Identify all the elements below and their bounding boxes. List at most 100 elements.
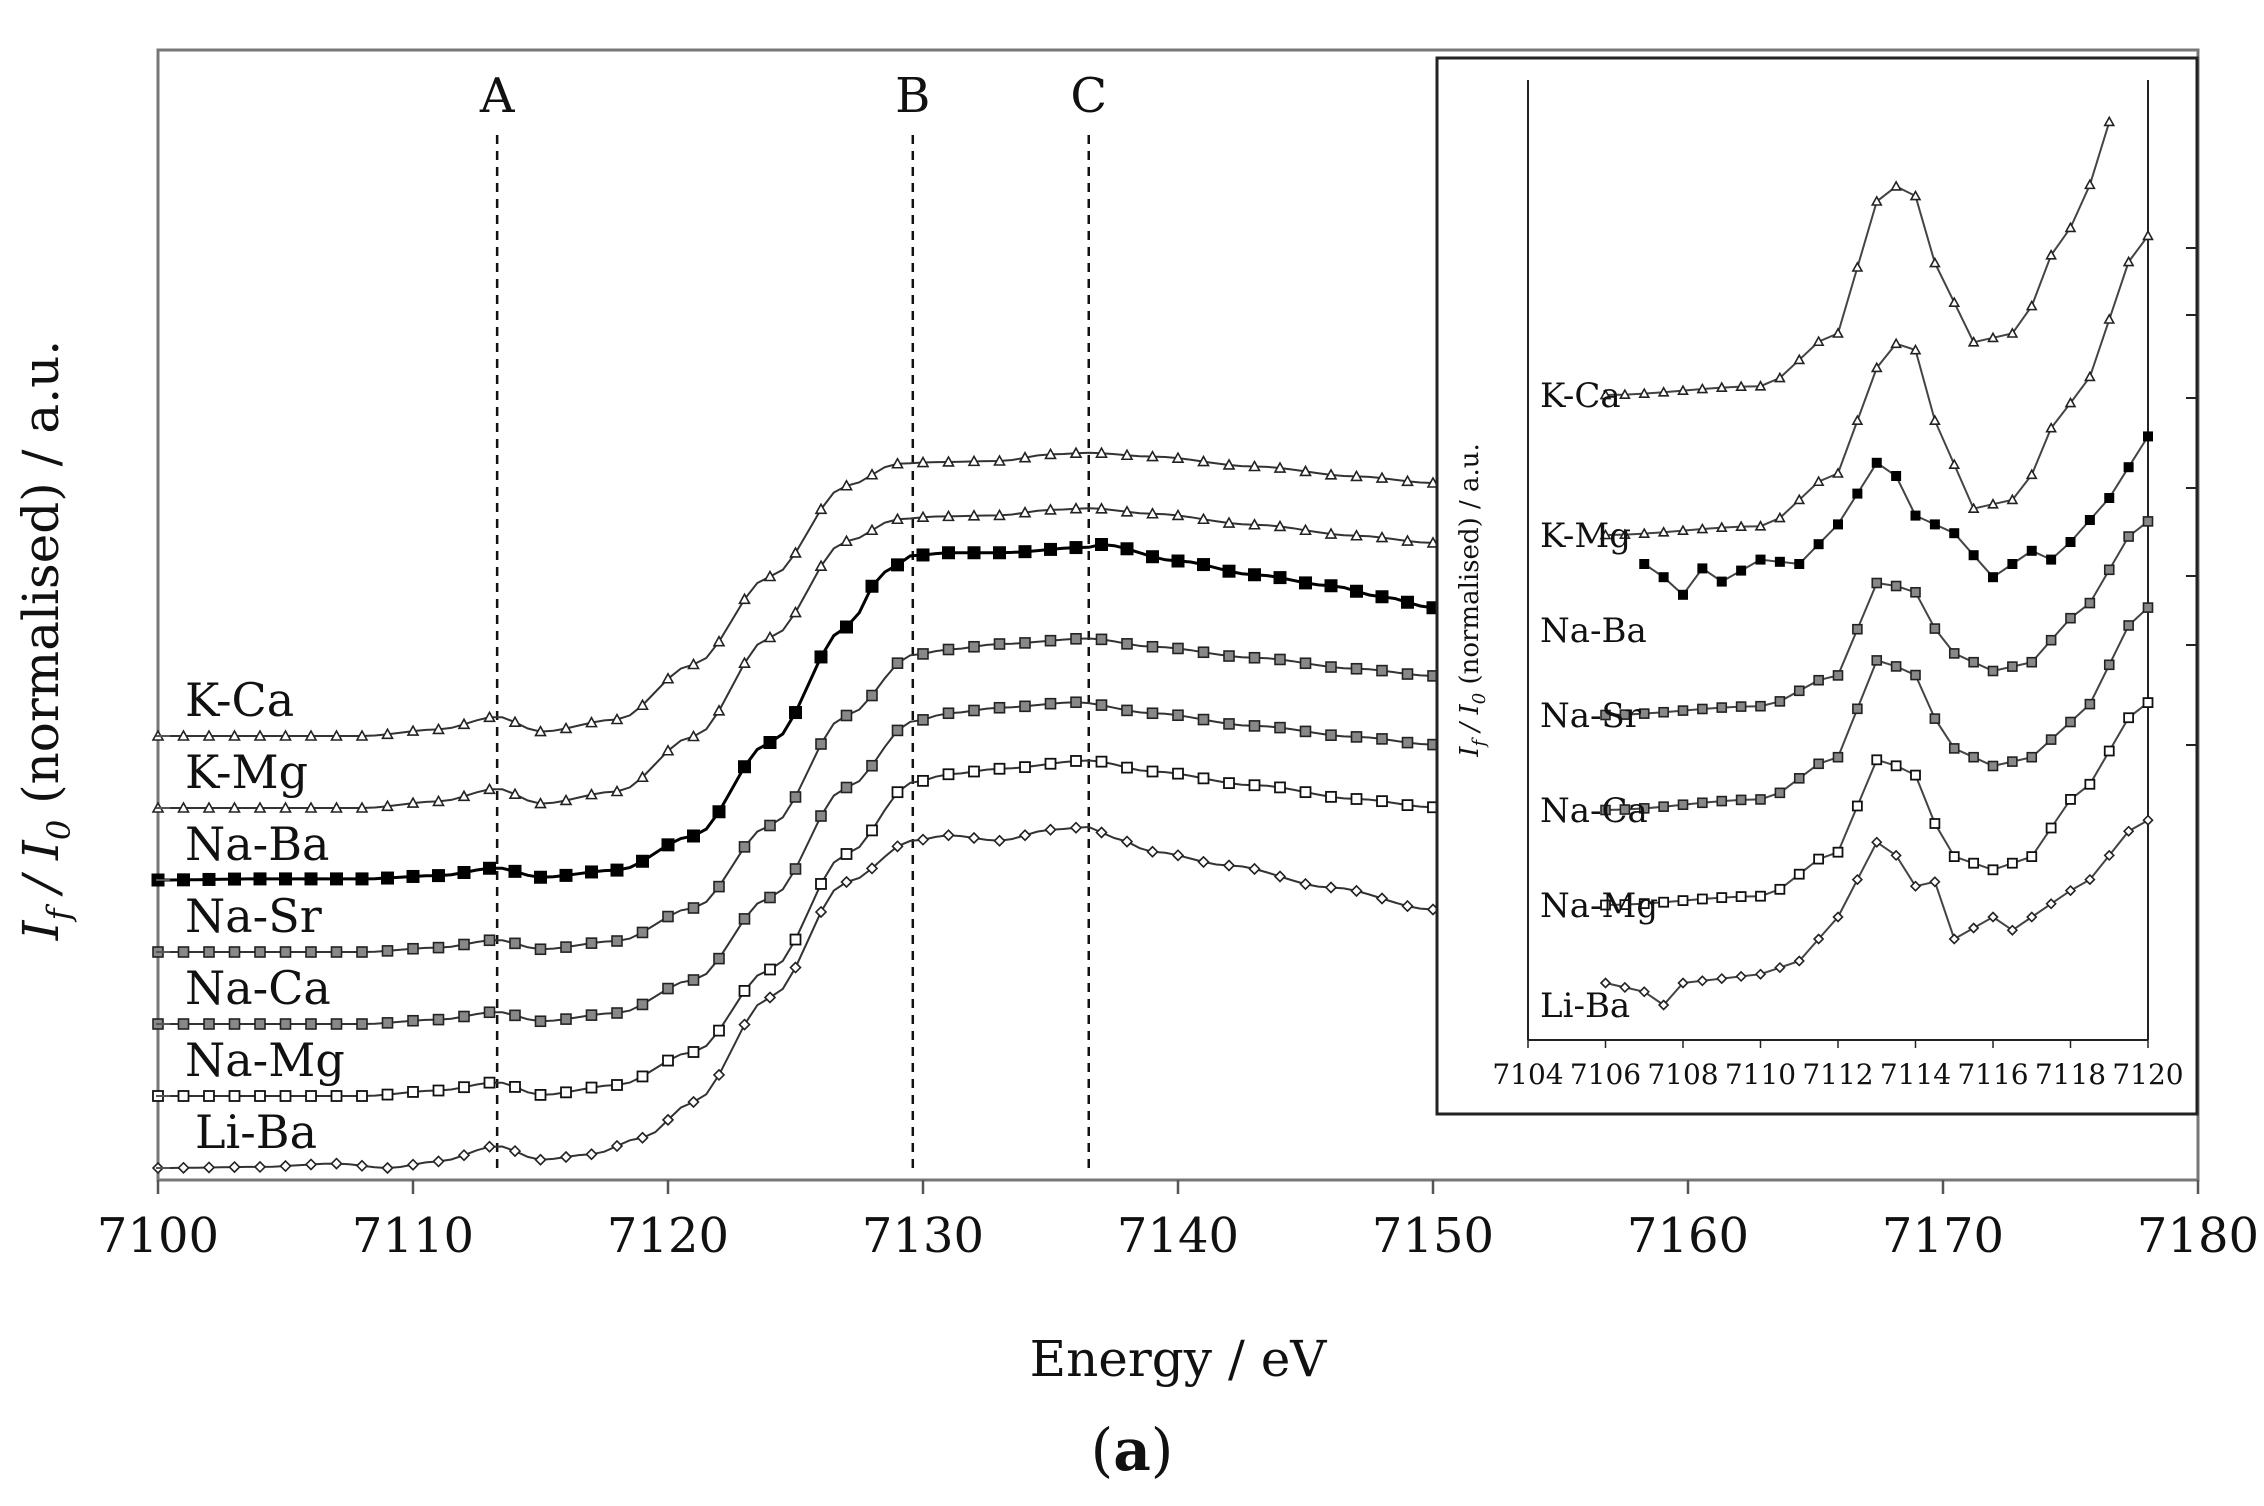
series-point (712, 635, 726, 647)
series-point (610, 1139, 624, 1153)
series-point (1222, 564, 1236, 578)
inset-series-k-ca: K-Ca (1540, 115, 2116, 416)
series-point (1299, 576, 1312, 590)
series-point (1044, 542, 1057, 556)
series-point (406, 869, 420, 883)
series-point (483, 1076, 496, 1089)
x-tick-label: 7120 (607, 1208, 729, 1264)
series-point (1197, 454, 1210, 467)
inset-series-point (2045, 249, 2057, 260)
series-point (993, 454, 1006, 466)
inset-series-point (1658, 706, 1669, 718)
series-point (916, 548, 930, 562)
series-point (509, 1009, 521, 1022)
inset-series-point (1812, 933, 1825, 945)
inset-series-point (1774, 371, 1786, 383)
inset-series-point (1948, 743, 1960, 754)
series-point (891, 512, 904, 525)
inset-series-point (1813, 674, 1824, 686)
series-point (483, 1006, 496, 1019)
inset-x-tick-label: 7104 (1492, 1058, 1563, 1091)
series-point (355, 872, 369, 886)
series-point (993, 762, 1006, 775)
series-point (916, 833, 930, 846)
series-point (661, 672, 675, 684)
series-point (687, 974, 700, 986)
series-point (279, 729, 292, 741)
inset-series-point (2065, 537, 2076, 547)
series-point (1401, 595, 1414, 609)
inset-series-point (2122, 825, 2135, 837)
series-point (815, 878, 827, 890)
series-point (1350, 793, 1363, 805)
series-point (1273, 519, 1287, 532)
series-point (279, 1159, 292, 1173)
series-point (330, 729, 343, 741)
series-point (687, 829, 700, 843)
inset-series-point (1910, 669, 1921, 681)
series-point (789, 933, 802, 946)
series-point (840, 479, 853, 491)
inset-series-point (1910, 769, 1921, 781)
inset-series-point (1774, 696, 1786, 707)
inset-series-point (1987, 498, 1999, 509)
series-point (381, 727, 394, 740)
inset-series-point (1755, 700, 1766, 712)
series-point (1044, 634, 1057, 647)
inset-series-point (1677, 705, 1689, 716)
series-point (1248, 518, 1261, 530)
series-point (840, 781, 853, 794)
series-point (1223, 777, 1235, 790)
series-point (534, 724, 547, 737)
series-point (1376, 733, 1388, 745)
series-point (967, 831, 981, 845)
series-point (254, 1090, 266, 1102)
inset-series-point (1697, 703, 1708, 715)
series-point (942, 829, 955, 842)
series-point (177, 873, 190, 887)
series-point (687, 729, 700, 742)
inset-series-point (2026, 911, 2038, 923)
inset-series-point (1852, 703, 1863, 715)
inset-series-point (2142, 516, 2154, 527)
series-k-ca: K-Ca (151, 446, 1440, 741)
series-point (585, 865, 598, 879)
series-point (840, 875, 853, 889)
series-point (1197, 558, 1210, 572)
inset-series-point (1909, 189, 1922, 201)
series-point (1375, 892, 1389, 905)
reference-label: B (895, 68, 930, 124)
series-point (560, 941, 572, 953)
inset-series-point (1774, 787, 1786, 799)
inset-series-point (1852, 623, 1863, 635)
series-point (406, 1158, 420, 1171)
x-tick-label: 7100 (97, 1208, 219, 1264)
series-point (993, 701, 1006, 714)
inset-series-li-ba: Li-Ba (1540, 814, 2154, 1026)
series-point (228, 1160, 241, 1174)
inset-series-point (1851, 414, 1864, 426)
series-point (662, 910, 674, 923)
inset-series-point (1716, 892, 1728, 903)
inset-series-point (1968, 656, 1979, 668)
series-point (738, 841, 751, 853)
series-point (1299, 877, 1312, 891)
series-point (534, 870, 547, 884)
series-point (457, 865, 471, 879)
inset-series-point (2026, 751, 2038, 763)
inset-series-point (1619, 388, 1631, 400)
series-point (1273, 870, 1287, 883)
inset-series-point (1678, 589, 1688, 600)
series-point (381, 799, 394, 812)
series-k-mg: K-Mg (151, 502, 1440, 813)
series-point (585, 1081, 598, 1094)
series-point (279, 946, 292, 958)
series-point (840, 709, 853, 722)
series-point (1044, 503, 1057, 515)
series-point (916, 510, 930, 523)
x-axis-ticks: 7100 7110 7120 7130 7140 7150 7160 7170 7180 (97, 735, 2259, 1264)
series-point (304, 801, 318, 813)
series-point (1095, 446, 1108, 458)
inset-series-point (1909, 880, 1922, 892)
